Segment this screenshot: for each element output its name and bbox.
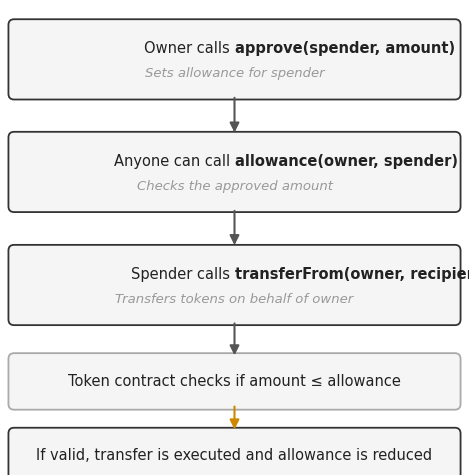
FancyBboxPatch shape	[8, 132, 461, 212]
Text: Anyone can call: Anyone can call	[114, 154, 234, 169]
FancyBboxPatch shape	[8, 353, 461, 409]
FancyBboxPatch shape	[8, 19, 461, 100]
Text: approve(spender, amount): approve(spender, amount)	[234, 41, 454, 57]
FancyBboxPatch shape	[8, 428, 461, 475]
Text: Token contract checks if amount ≤ allowance: Token contract checks if amount ≤ allowa…	[68, 374, 401, 389]
Text: Sets allowance for spender: Sets allowance for spender	[145, 67, 324, 80]
Text: Owner calls: Owner calls	[144, 41, 234, 57]
Text: If valid, transfer is executed and allowance is reduced: If valid, transfer is executed and allow…	[37, 448, 432, 464]
Text: transferFrom(owner, recipient, amount): transferFrom(owner, recipient, amount)	[234, 267, 469, 282]
Text: Checks the approved amount: Checks the approved amount	[136, 180, 333, 193]
FancyBboxPatch shape	[8, 245, 461, 325]
Text: Transfers tokens on behalf of owner: Transfers tokens on behalf of owner	[115, 293, 354, 306]
Text: allowance(owner, spender): allowance(owner, spender)	[234, 154, 457, 169]
Text: Spender calls: Spender calls	[131, 267, 234, 282]
